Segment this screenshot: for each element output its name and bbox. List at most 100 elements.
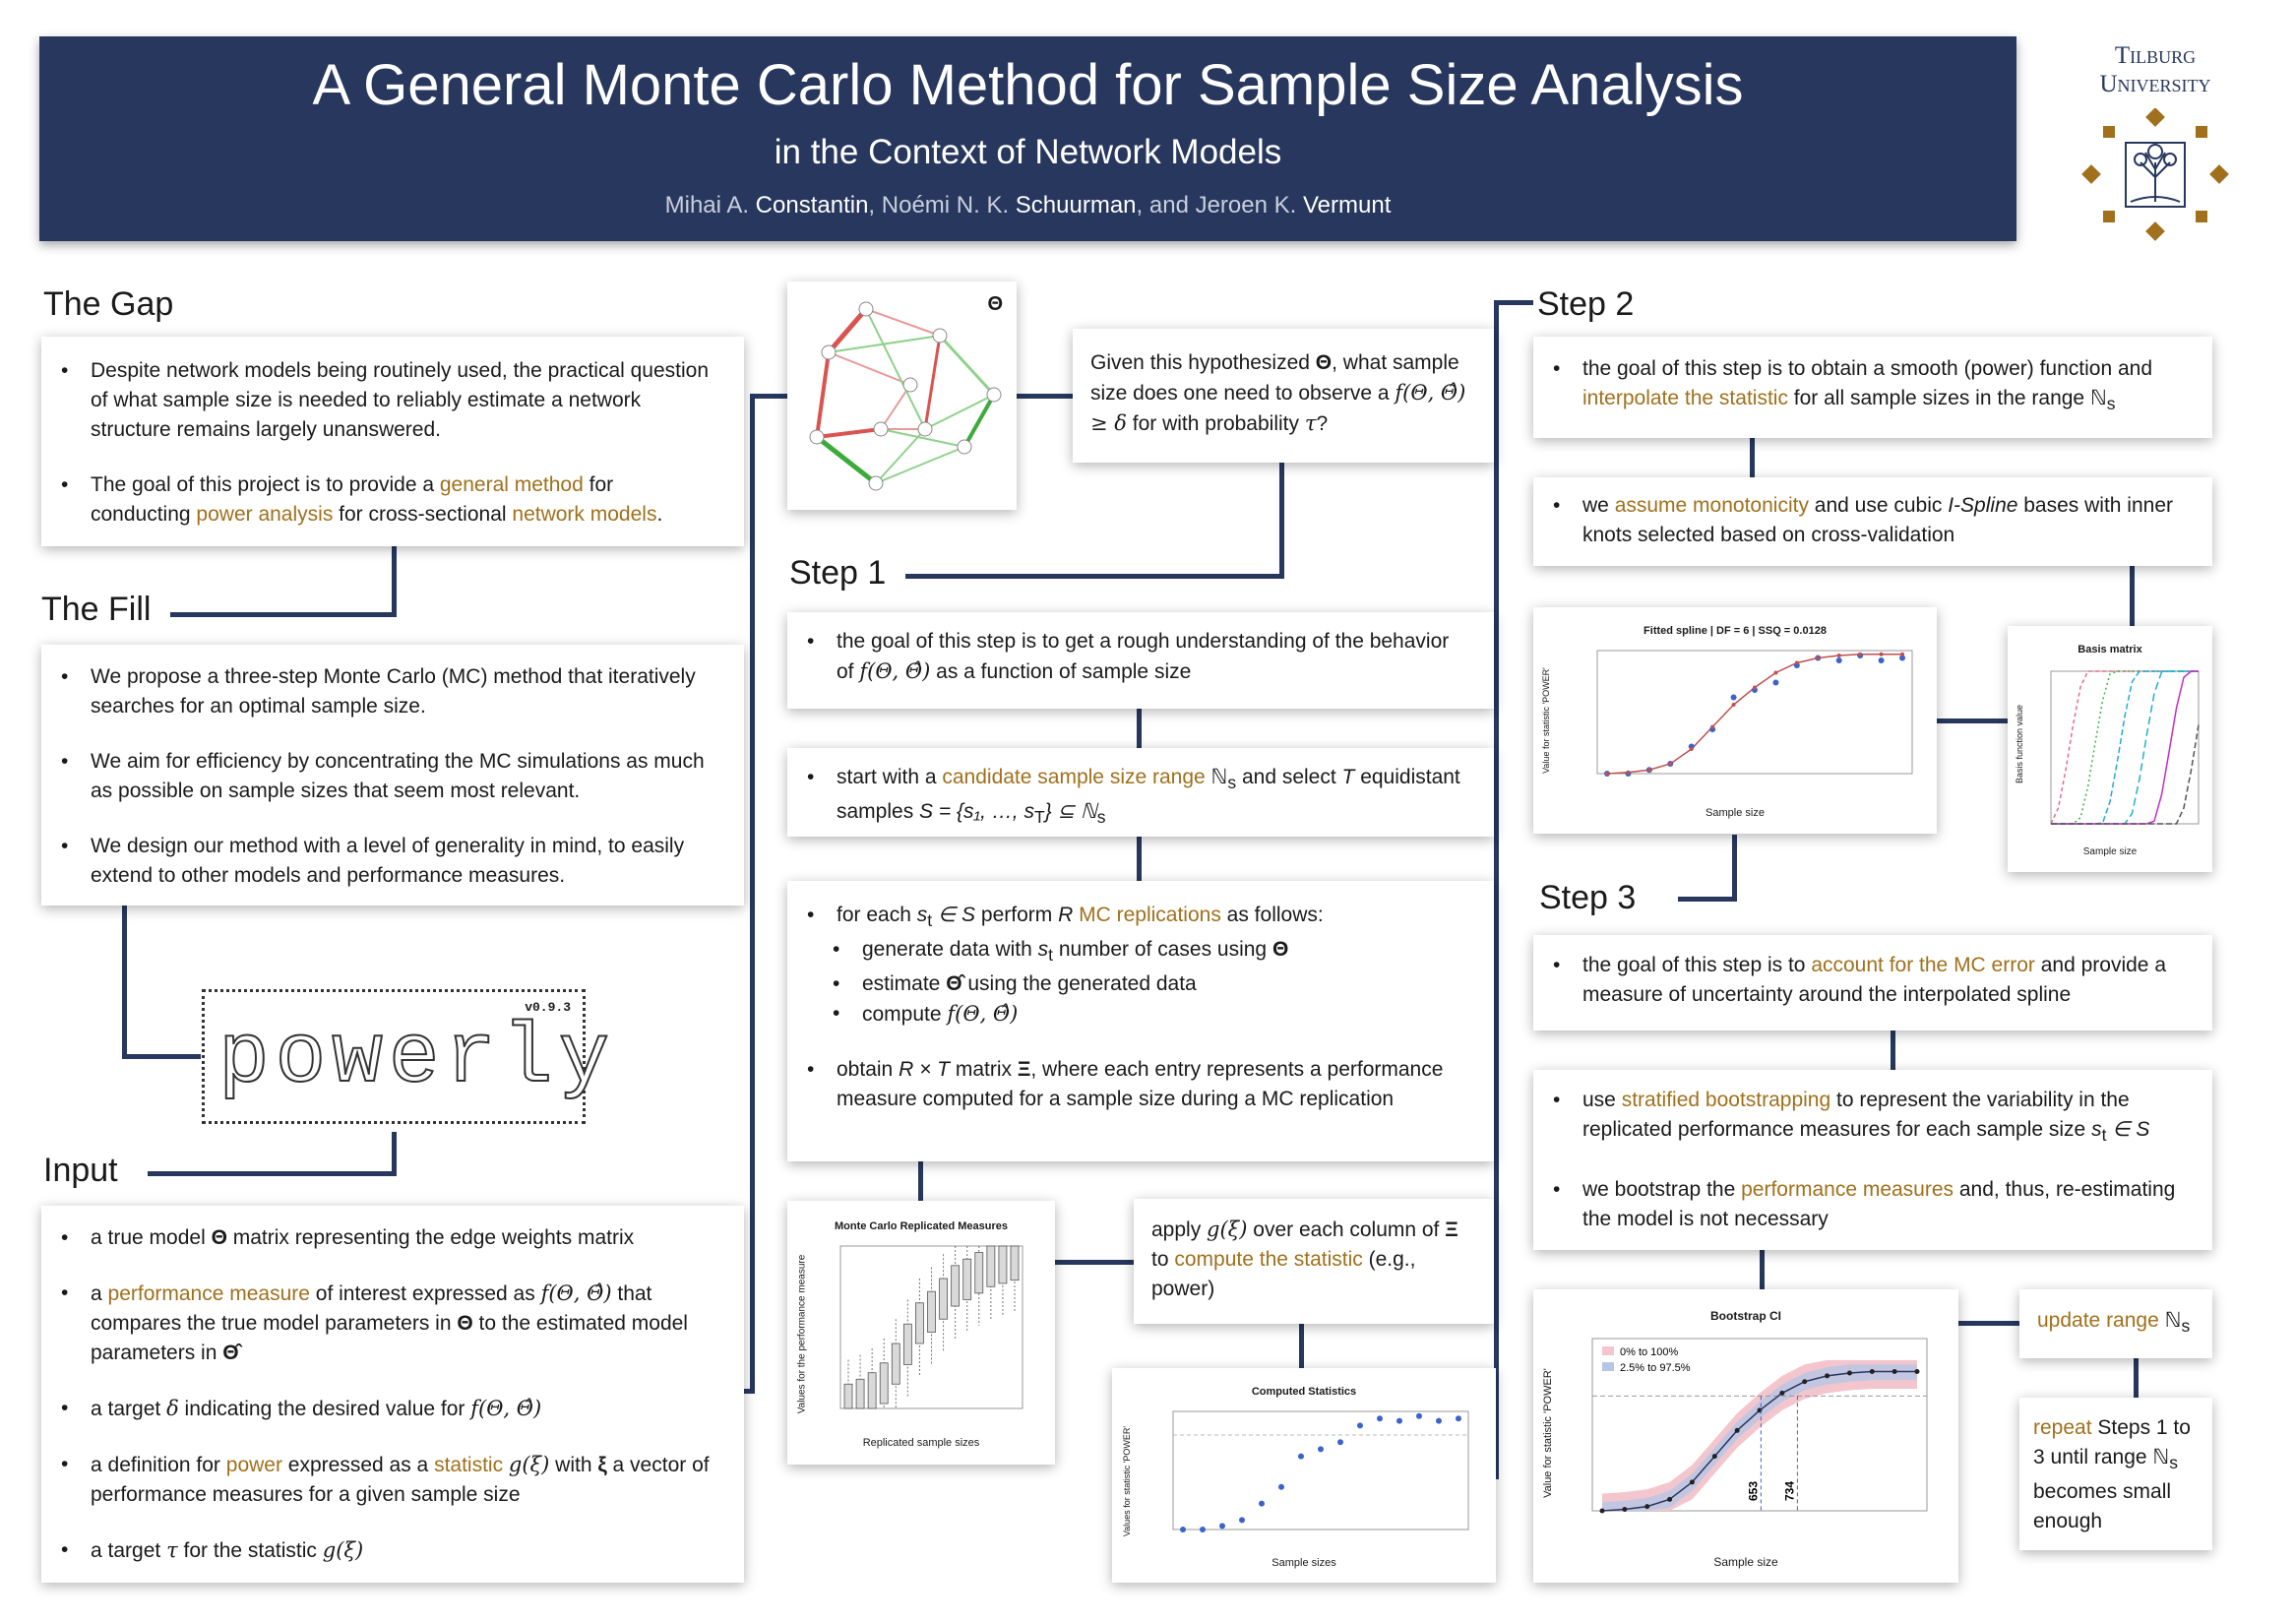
box: [939, 1278, 948, 1320]
fitted-point: [1794, 660, 1799, 665]
section-title-input: Input: [43, 1152, 118, 1189]
basis-function-line: [2051, 670, 2199, 825]
gap-bullet-1: Despite network models being routinely u…: [61, 356, 714, 445]
data-point: [1892, 1369, 1897, 1375]
legend-label-inner: 2.5% to 97.5%: [1620, 1362, 1691, 1374]
plot-frame: [839, 1245, 1023, 1409]
fitted-point: [1900, 652, 1904, 656]
question-box: Given this hypothesized Θ, what sample s…: [1073, 329, 1494, 463]
input-box: a true model Θ matrix representing the e…: [41, 1206, 744, 1583]
input-bullet-1: a true model Θ matrix representing the e…: [61, 1223, 714, 1253]
poster-subtitle: in the Context of Network Models: [774, 133, 1282, 171]
mc-boxplot-plot: [839, 1245, 1023, 1409]
spline-line: [1606, 654, 1902, 775]
theta-label: Θ: [987, 293, 1003, 315]
basis-function-line: [2051, 670, 2199, 825]
data-point: [1734, 1427, 1740, 1433]
threshold-marker-label: 653: [1746, 1481, 1760, 1501]
plot-frame: [1596, 650, 1913, 775]
data-point: [1436, 1417, 1442, 1424]
legend-swatch-outer: [1602, 1346, 1614, 1355]
box: [986, 1245, 996, 1287]
poster-header: A General Monte Carlo Method for Sample …: [39, 36, 2016, 241]
box: [915, 1302, 924, 1344]
data-point: [1298, 1453, 1304, 1460]
step3-box-1: the goal of this step is to account for …: [1533, 935, 2212, 1031]
network-graph: [809, 301, 1002, 491]
section-title-fill: The Fill: [41, 591, 152, 628]
basis-matrix-plot: [2050, 670, 2200, 825]
university-logo-icon: [2081, 108, 2229, 241]
step1-box-2: start with a candidate sample size range…: [787, 748, 1494, 837]
question-text: Given this hypothesized Θ, what sample s…: [1090, 351, 1466, 435]
data-point: [1878, 657, 1885, 663]
box: [902, 1323, 912, 1365]
gap-bullet-2: The goal of this project is to provide a…: [61, 470, 714, 530]
fitted-point: [1668, 762, 1673, 766]
poster-title: A General Monte Carlo Method for Sample …: [312, 53, 1744, 117]
data-point: [1200, 1527, 1206, 1532]
fitted-point: [1605, 772, 1609, 776]
section-title-step1: Step 1: [789, 554, 887, 592]
fitted-spline-chart: Fitted spline | DF = 6 | SSQ = 0.0128 Sa…: [1533, 607, 1937, 834]
data-point: [1599, 1508, 1605, 1514]
section-title-step2: Step 2: [1537, 285, 1635, 323]
data-point: [1622, 1507, 1628, 1513]
box: [951, 1265, 961, 1307]
fitted-point: [1731, 703, 1736, 707]
box: [927, 1290, 936, 1333]
fitted-spline-plot: [1596, 650, 1913, 777]
data-point: [1456, 1415, 1461, 1422]
fitted-point: [1879, 652, 1884, 656]
input-bullet-4: a definition for power expressed as a st…: [61, 1450, 714, 1510]
data-point: [1914, 1369, 1920, 1375]
box: [867, 1372, 877, 1409]
bootstrap-ci-plot: 653 734 0% to 100% 2.5% to 97.5%: [1591, 1338, 1928, 1514]
step2-box-2: we assume monotonicity and use cubic I-S…: [1533, 477, 2212, 566]
data-point: [1689, 1479, 1695, 1485]
fitted-point: [1858, 652, 1863, 656]
legend-label-outer: 0% to 100%: [1620, 1346, 1679, 1358]
fill-bullet-1: We propose a three-step Monte Carlo (MC)…: [61, 662, 714, 721]
data-point: [1239, 1517, 1245, 1524]
data-point: [1357, 1422, 1363, 1429]
step1-box-3: for each st ∈ S perform R MC replication…: [787, 881, 1494, 1161]
data-point: [1802, 1379, 1808, 1385]
powerly-logo: v0.9.3 powerly: [202, 989, 610, 1124]
data-point: [1278, 1483, 1284, 1490]
box: [879, 1362, 889, 1405]
fitted-point: [1816, 656, 1821, 660]
data-point: [1644, 1504, 1650, 1510]
ci-band-inner: [1602, 1364, 1917, 1511]
input-bullet-5: a target τ for the statistic g(ξ): [61, 1535, 714, 1566]
threshold-marker-label: 734: [1782, 1481, 1796, 1501]
box: [843, 1383, 853, 1409]
input-bullet-2: a performance measure of interest expres…: [61, 1279, 714, 1368]
data-point: [1899, 655, 1905, 661]
plot-frame: [1172, 1410, 1469, 1530]
data-point: [1337, 1439, 1343, 1446]
fill-box: We propose a three-step Monte Carlo (MC)…: [41, 645, 744, 906]
powerly-version: v0.9.3: [525, 1000, 571, 1015]
section-title-step3: Step 3: [1539, 879, 1637, 916]
basis-matrix-chart: Basis matrix Sample size Basis function …: [2008, 626, 2212, 872]
fitted-point: [1626, 770, 1631, 775]
data-point: [1318, 1446, 1324, 1453]
input-bullet-3: a target δ indicating the desired value …: [61, 1394, 714, 1424]
fill-bullet-3: We design our method with a level of gen…: [61, 832, 714, 891]
mc-replicated-chart: Monte Carlo Replicated Measures Replicat…: [787, 1201, 1055, 1465]
fitted-point: [1646, 768, 1651, 773]
fill-bullet-2: We aim for efficiency by concentrating t…: [61, 747, 714, 806]
fitted-point: [1773, 670, 1778, 675]
data-point: [1825, 1373, 1830, 1379]
fitted-point: [1836, 654, 1841, 657]
data-point: [1259, 1500, 1265, 1507]
data-point: [1772, 679, 1779, 686]
data-point: [1180, 1527, 1186, 1532]
data-point: [1835, 657, 1842, 663]
data-point: [1377, 1415, 1383, 1422]
box: [998, 1245, 1008, 1284]
step1-box-1: the goal of this step is to get a rough …: [787, 612, 1494, 709]
basis-function-line: [2050, 670, 2199, 825]
fitted-point: [1710, 724, 1715, 729]
